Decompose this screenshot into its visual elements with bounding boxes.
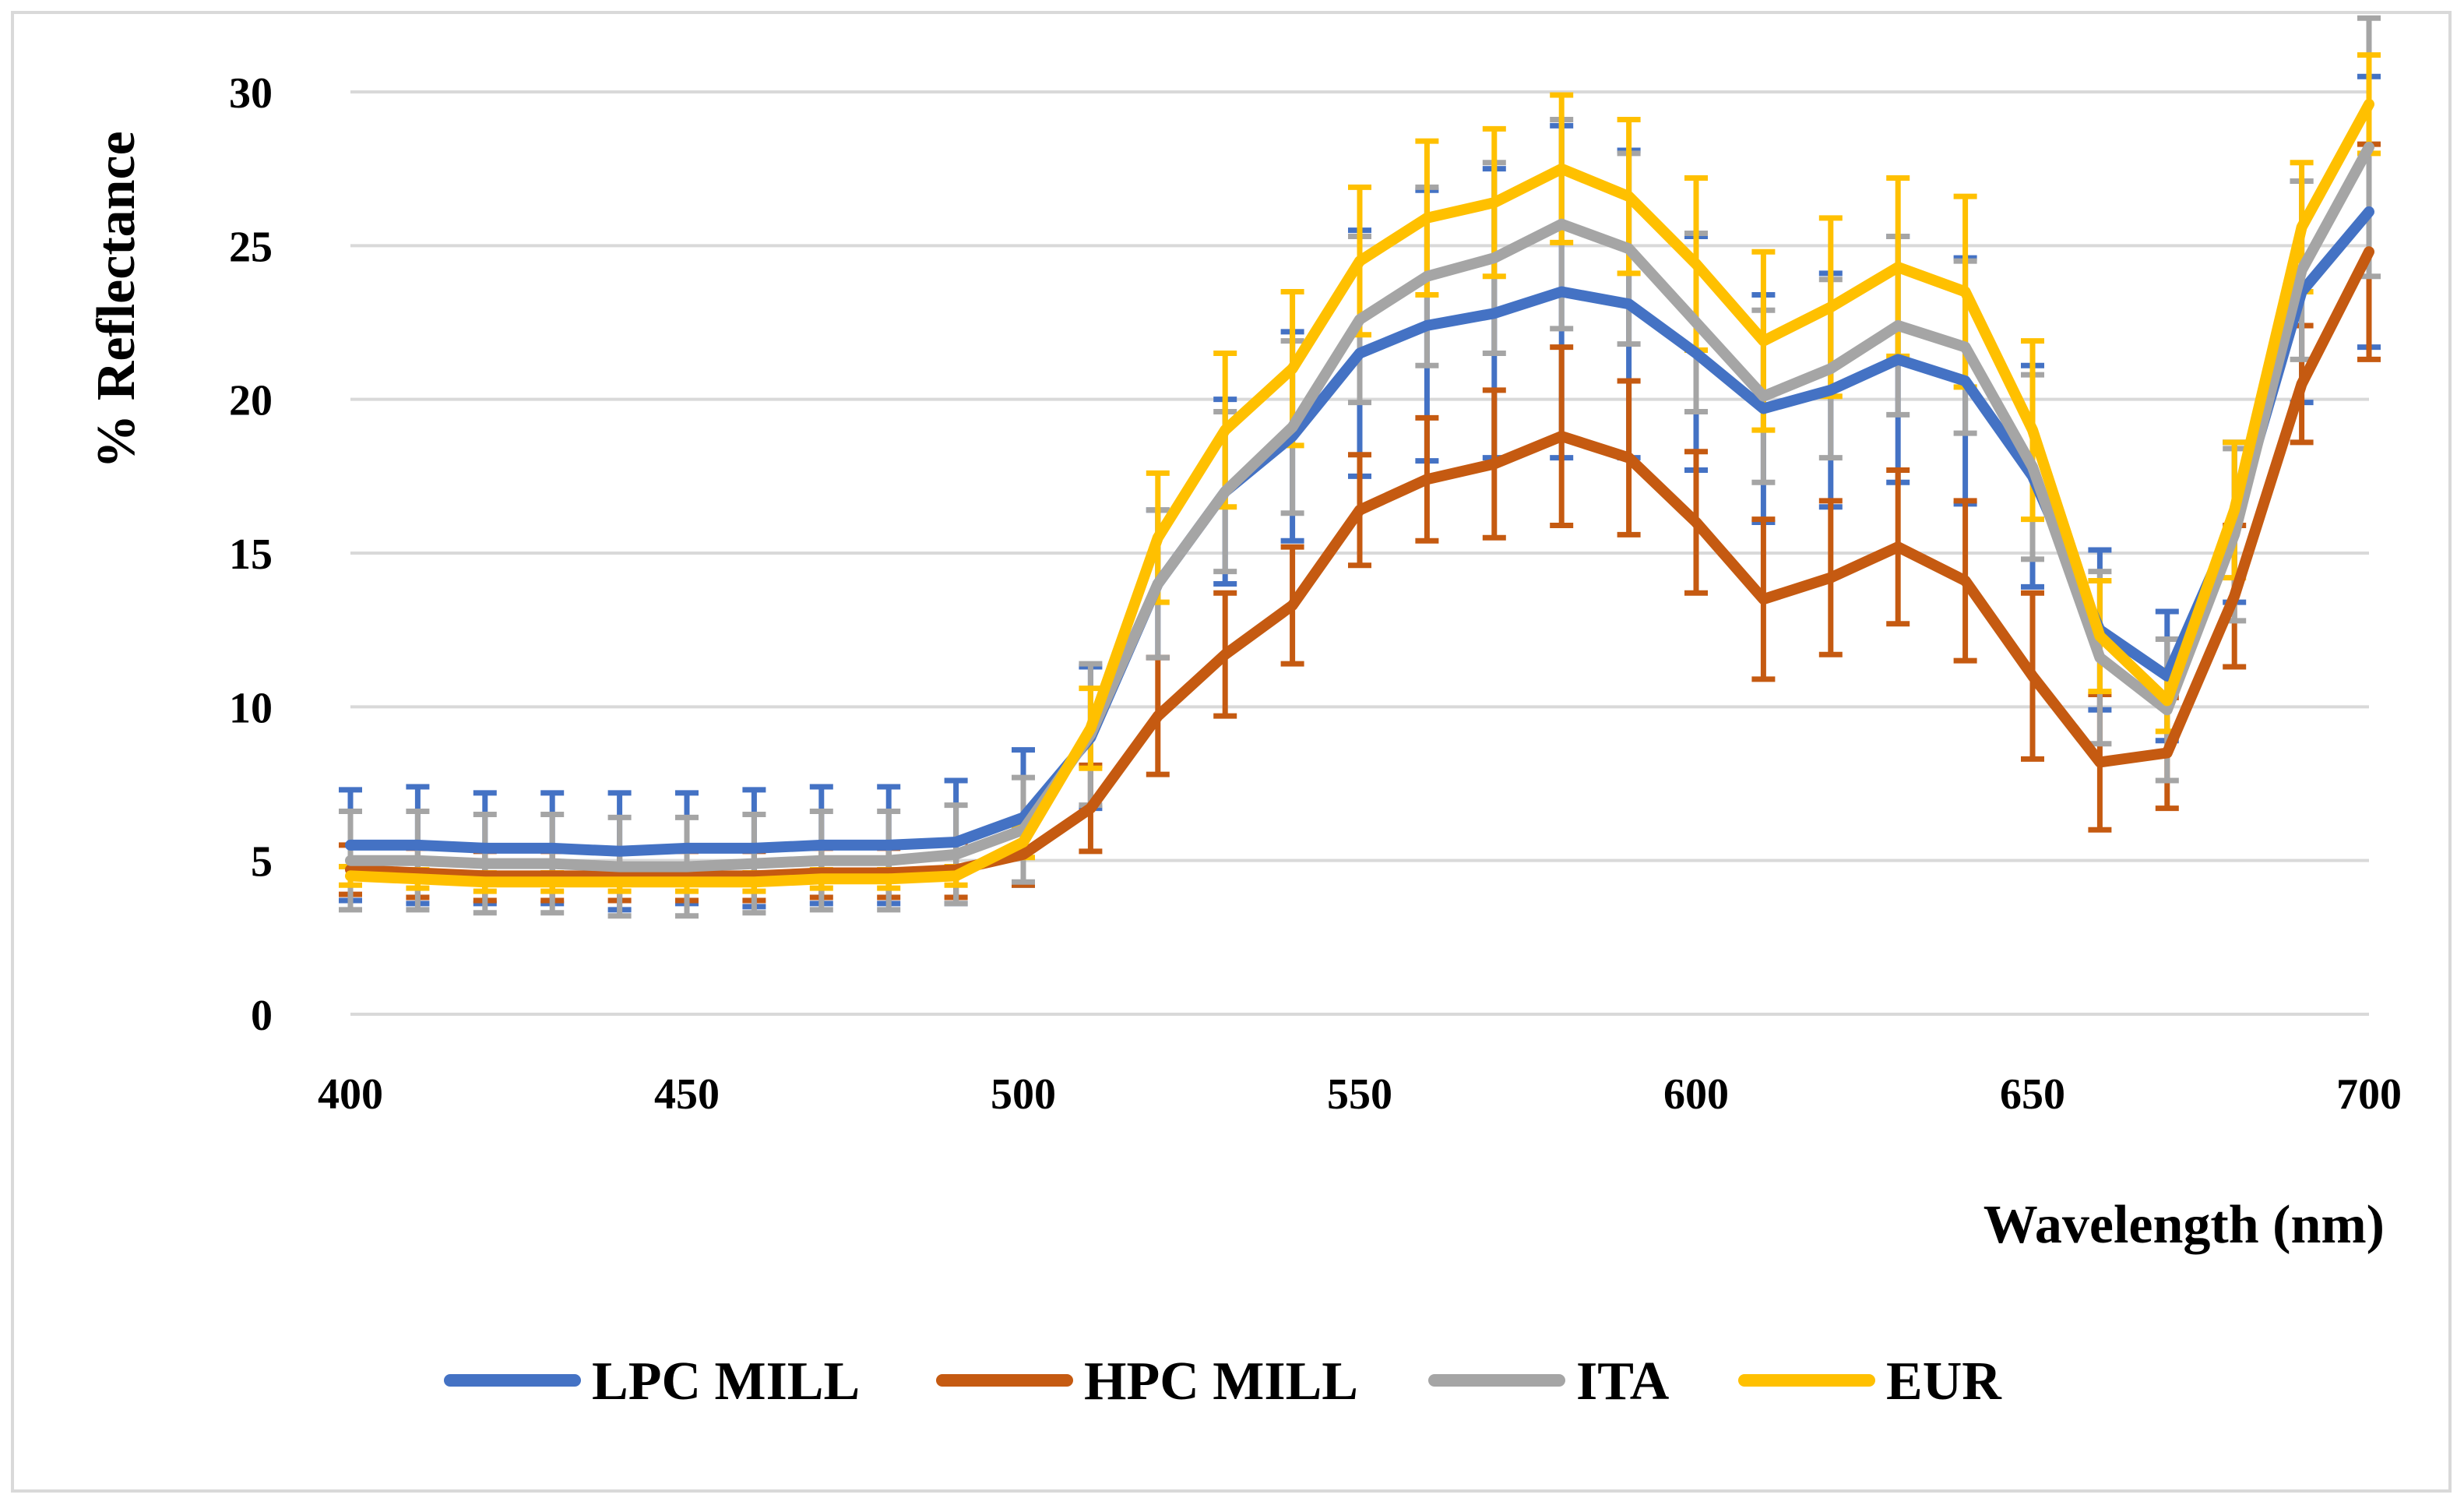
chart-frame [11,11,2452,1493]
y-tick-label-5: 5 [251,838,273,886]
legend-label-lpc-mill: LPC MILL [592,1352,860,1412]
x-tick-label-700: 700 [2336,1070,2402,1119]
y-tick-label-0: 0 [251,992,273,1040]
legend-item-ita: ITA [1428,1352,1670,1412]
legend-item-eur: EUR [1738,1352,2002,1412]
x-tick-label-600: 600 [1663,1070,1729,1119]
series-lines [345,98,2374,888]
legend-item-hpc-mill: HPC MILL [936,1352,1358,1412]
legend: LPC MILL HPC MILL ITA EUR [444,1352,2002,1412]
x-tick-label-400: 400 [318,1070,383,1119]
x-tick-label-500: 500 [991,1070,1056,1119]
series-line-eur [345,98,2374,888]
y-axis-title: % Reflectance [86,131,146,468]
x-tick-label-550: 550 [1327,1070,1392,1119]
y-tick-label-15: 15 [229,530,273,579]
y-axis-ticks: 0 5 10 15 20 25 30 [229,69,273,1040]
series-line-ita [345,142,2374,872]
x-tick-label-450: 450 [654,1070,720,1119]
legend-label-eur: EUR [1886,1352,2002,1412]
error-bars [339,15,2381,919]
y-tick-label-25: 25 [229,223,273,271]
legend-item-lpc-mill: LPC MILL [444,1352,860,1412]
legend-label-ita: ITA [1576,1352,1670,1412]
y-tick-label-20: 20 [229,377,273,425]
y-tick-label-30: 30 [229,69,273,118]
series-line-hpc-mill [345,246,2374,882]
x-axis-title: Wavelength (nm) [1984,1195,2385,1255]
x-tick-label-650: 650 [2000,1070,2065,1119]
x-axis-ticks: 400 450 500 550 600 650 700 [318,1070,2402,1119]
legend-label-hpc-mill: HPC MILL [1084,1352,1358,1412]
y-tick-label-10: 10 [229,684,273,732]
